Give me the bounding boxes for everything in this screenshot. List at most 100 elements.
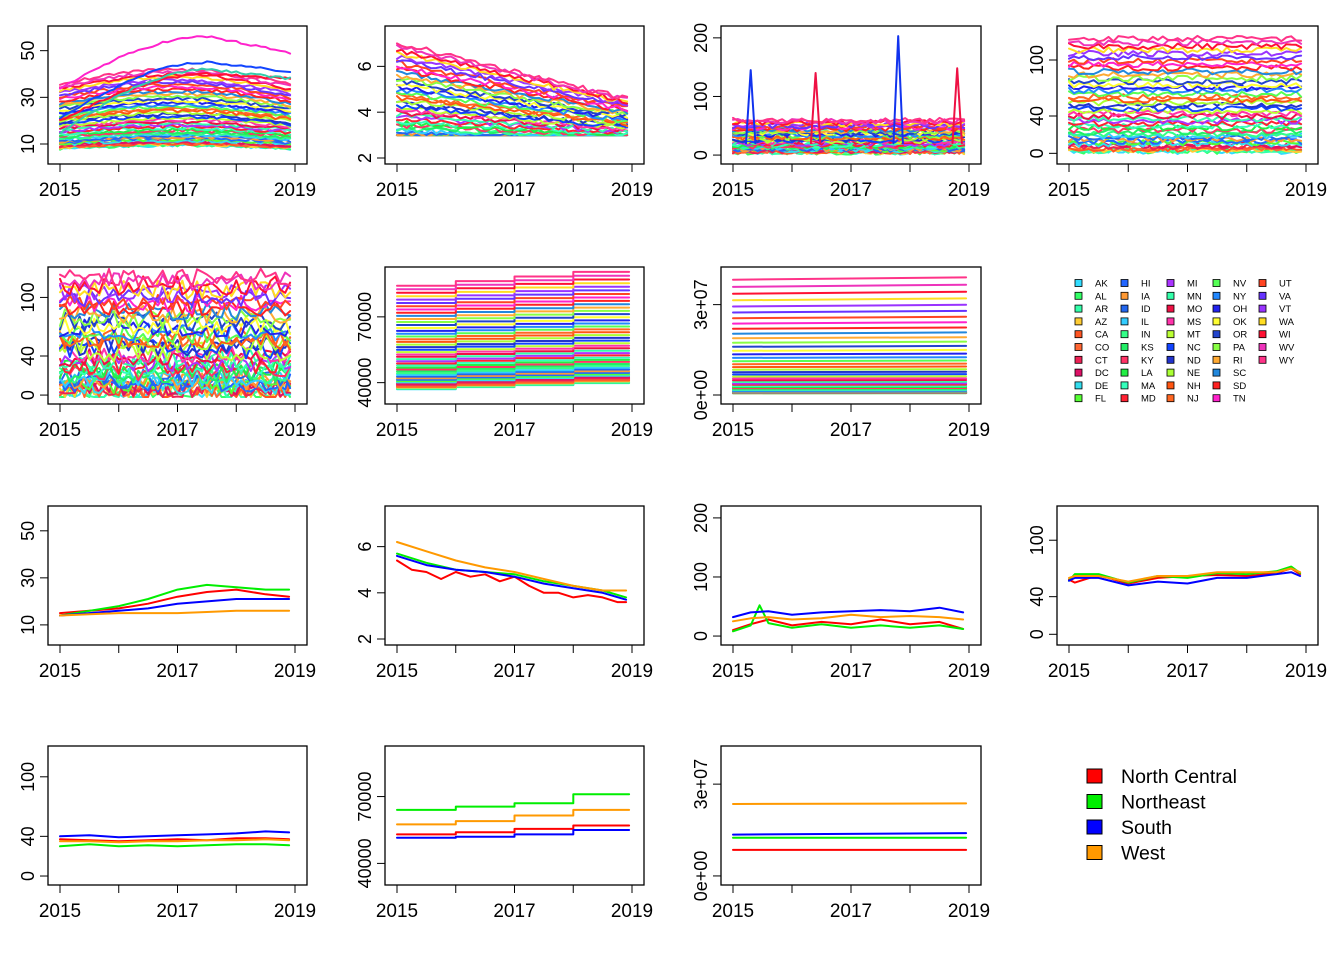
legend-label-va: VA [1279, 291, 1292, 302]
s3-spike-line [951, 67, 963, 145]
r6-ytick-label: 40000 [355, 838, 375, 888]
s1-state-line [59, 80, 292, 97]
legend-swatch-al [1074, 291, 1083, 300]
legend-label-az: AZ [1095, 317, 1107, 328]
legend-swatch-ak [1074, 279, 1083, 287]
s4-state-line [1068, 90, 1303, 98]
panel-s2: 2015 2017 2019 2 4 6 [355, 25, 653, 201]
legend-label-ms: MS [1187, 317, 1201, 328]
s2-xtick-label: 2019 [611, 180, 653, 201]
s5-state-line [59, 376, 292, 398]
s1-highlight-line [59, 67, 292, 135]
legend-swatch-ok [1212, 317, 1221, 326]
r5-ytick-label: 100 [18, 762, 38, 792]
r4-series-northeast [1068, 565, 1302, 584]
r1-frame [47, 505, 308, 646]
s4-ytick-label: 100 [1027, 45, 1047, 75]
legend-label-dc: DC [1095, 368, 1109, 379]
s4-state-line [1068, 34, 1303, 43]
legend-label-wv: WV [1279, 343, 1295, 354]
legend-label-mn: MN [1187, 291, 1202, 302]
legend-label-fl: FL [1095, 394, 1106, 405]
legend-label-la: LA [1141, 368, 1153, 379]
legend-label-al: AL [1095, 291, 1107, 302]
s5-state-line [59, 366, 292, 388]
s1-ytick-label: 30 [18, 87, 38, 107]
legend-label-tn: TN [1233, 394, 1246, 405]
legend-label-ne: NE [1187, 368, 1200, 379]
s1-xtick-label: 2015 [39, 180, 81, 201]
legend-swatch-il [1120, 317, 1129, 326]
r2-xtick-label: 2019 [611, 661, 653, 682]
s4-state-line [1068, 120, 1303, 128]
r2-ytick-label: 6 [355, 542, 375, 552]
r3-series-south [732, 606, 965, 619]
s4-state-line [1068, 49, 1303, 58]
r1-series-west [59, 609, 291, 617]
s2-state-line [396, 100, 629, 128]
legend-swatch-ct [1074, 355, 1083, 364]
r5-xtick-label: 2017 [156, 901, 198, 922]
legend-swatch-la [1120, 368, 1129, 377]
legend-label-or: OR [1233, 330, 1247, 341]
s2-state-line [396, 42, 629, 100]
r7-series-west [732, 802, 968, 805]
r3-ytick-label: 100 [691, 562, 711, 592]
s2-ytick-label: 2 [355, 153, 375, 163]
s2-state-line [396, 69, 629, 115]
legend-swatch-ky [1120, 355, 1129, 364]
r7-xtick-label: 2017 [830, 901, 872, 922]
s1-state-line [59, 96, 292, 110]
r7-frame [720, 745, 982, 886]
s7-state-line [732, 297, 968, 302]
r5-xtick-label: 2019 [274, 901, 316, 922]
s7-ytick-label: 3e+07 [691, 279, 711, 330]
legend-label-md: MD [1141, 394, 1156, 405]
r3-xtick-label: 2019 [948, 661, 990, 682]
s5-state-line [59, 335, 292, 357]
s4-xtick-label: 2017 [1166, 180, 1208, 201]
r7-xtick-label: 2019 [948, 901, 990, 922]
r5-series-west [59, 838, 291, 844]
s3-xtick-label: 2015 [712, 180, 754, 201]
s4-state-line [1068, 93, 1303, 101]
s7-state-line [732, 365, 968, 369]
r2-series-west [396, 541, 628, 592]
panel-s6: 2015 2017 2019 40000 70000 [355, 266, 653, 441]
s4-state-line [1068, 74, 1303, 82]
legend-label-ut: UT [1279, 279, 1292, 290]
legend-label-pa: PA [1233, 343, 1246, 354]
s1-state-line [59, 67, 292, 86]
legend-label-sc: SC [1233, 368, 1246, 379]
region-swatch-south [1086, 819, 1103, 835]
r3-ytick-label: 200 [691, 503, 711, 533]
r2-ytick-label: 4 [355, 588, 375, 598]
r3-series-north-central [732, 618, 965, 632]
s2-state-line [396, 78, 629, 118]
s5-xtick-label: 2019 [274, 420, 316, 441]
r4-series-west [1068, 567, 1302, 583]
legend-swatch-ms [1166, 317, 1175, 326]
legend-label-ia: IA [1141, 291, 1151, 302]
legend-label-hi: HI [1141, 279, 1151, 290]
r7-series-south [732, 832, 968, 836]
s3-spike-line [809, 72, 822, 145]
s1-state-line [59, 100, 292, 115]
s5-ytick-label: 0 [18, 390, 38, 400]
r2-frame [384, 505, 645, 646]
s7-state-line [732, 290, 968, 295]
legend-label-ny: NY [1233, 291, 1247, 302]
s3-xtick-label: 2017 [830, 180, 872, 201]
s6-xtick-label: 2019 [611, 420, 653, 441]
s3-ytick-label: 0 [691, 150, 711, 160]
s4-state-line [1068, 42, 1303, 50]
r4-xtick-label: 2019 [1285, 661, 1327, 682]
r1-xtick-label: 2019 [274, 661, 316, 682]
s4-state-line [1068, 115, 1303, 123]
legend-label-mi: MI [1187, 279, 1198, 290]
s7-state-line [732, 336, 968, 340]
r1-xtick-label: 2017 [156, 661, 198, 682]
s3-ytick-label: 100 [691, 81, 711, 111]
s4-state-line [1068, 87, 1303, 95]
r5-ytick-label: 0 [18, 871, 38, 881]
